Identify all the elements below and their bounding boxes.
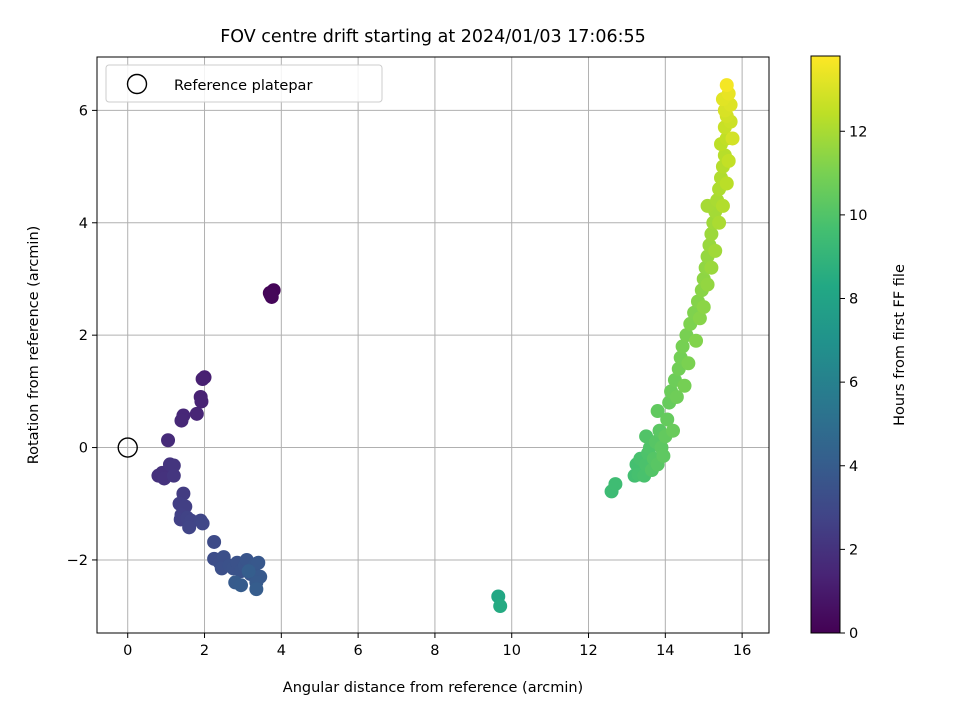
- scatter-point: [675, 339, 690, 354]
- scatter-point: [715, 198, 730, 213]
- scatter-point: [194, 394, 209, 409]
- scatter-point: [725, 131, 740, 146]
- colorbar-tick-label: 10: [849, 208, 867, 224]
- scatter-point: [166, 468, 181, 483]
- x-tick-label: 2: [200, 643, 209, 659]
- scatter-point: [608, 477, 623, 492]
- scatter-point: [696, 300, 711, 315]
- scatter-point: [493, 599, 508, 614]
- y-tick-label: 4: [79, 216, 88, 232]
- scatter-point: [174, 413, 189, 428]
- colorbar-ticks: 0 2 4 6 8 10 12: [840, 124, 867, 642]
- scatter-point: [251, 555, 266, 570]
- legend-box: [105, 64, 383, 103]
- scatter-point: [666, 423, 680, 438]
- colorbar-label: Hours from first FF file: [892, 264, 908, 426]
- scatter-point: [650, 404, 665, 419]
- x-tick-label: 10: [502, 643, 520, 659]
- scatter-point: [249, 582, 264, 597]
- scatter-point: [195, 516, 210, 531]
- y-tick-label: 0: [79, 441, 88, 457]
- scatter-point: [207, 534, 222, 549]
- scatter-point: [656, 448, 671, 463]
- legend-open-circle-icon: [126, 73, 148, 95]
- scatter-point: [166, 458, 181, 473]
- scatter-point: [241, 564, 256, 579]
- colorbar: [810, 55, 841, 634]
- colorbar-tick-label: 0: [849, 626, 858, 642]
- colorbar-tick-label: 12: [849, 124, 867, 140]
- scatter-point: [660, 412, 675, 427]
- legend: Reference platepar: [105, 64, 383, 103]
- chart-title: FOV centre drift starting at 2024/01/03 …: [220, 27, 646, 47]
- x-tick-label: 14: [656, 643, 674, 659]
- x-tick-label: 4: [277, 643, 286, 659]
- scatter-point: [234, 578, 248, 593]
- y-tick-label: −2: [67, 553, 88, 569]
- x-axis-label: Angular distance from reference (arcmin): [283, 680, 583, 696]
- y-tick-label: 6: [79, 103, 88, 119]
- colorbar-tick-label: 6: [849, 375, 858, 391]
- scatter-point: [669, 389, 684, 404]
- scatter-point: [721, 153, 736, 168]
- x-tick-label: 16: [733, 643, 751, 659]
- colorbar-tick-label: 8: [849, 292, 858, 308]
- scatter-point: [263, 287, 278, 302]
- scatter-point: [689, 333, 704, 348]
- scatter-point: [708, 243, 723, 258]
- legend-label-reference-platepar: Reference platepar: [174, 78, 312, 94]
- scatter-point: [195, 371, 210, 386]
- y-axis-label: Rotation from reference (arcmin): [26, 226, 42, 465]
- reference-platepar-marker: [117, 437, 138, 458]
- scatter-point: [704, 227, 719, 242]
- y-tick-label: 2: [79, 328, 88, 344]
- scatter-point: [712, 215, 727, 230]
- scatter-point: [681, 356, 696, 371]
- y-axis-ticks: −2 0 2 4 6: [67, 103, 97, 569]
- scatter-point: [677, 378, 692, 393]
- colorbar-tick-label: 4: [849, 459, 858, 475]
- scatter-point: [700, 277, 715, 292]
- x-tick-label: 0: [123, 643, 132, 659]
- plot-frame: [96, 56, 770, 634]
- colorbar-tick-label: 2: [849, 542, 858, 558]
- scatter-point: [719, 176, 734, 191]
- data-points: [151, 78, 740, 614]
- scatter-point: [189, 406, 204, 421]
- scatter-point: [719, 78, 734, 93]
- x-axis-ticks: 0 2 4 6 8 10 12 14 16: [123, 633, 751, 659]
- x-tick-label: 8: [430, 643, 439, 659]
- scatter-point: [182, 520, 197, 535]
- scatter-point: [692, 311, 707, 326]
- x-tick-label: 6: [354, 643, 363, 659]
- x-tick-label: 12: [579, 643, 597, 659]
- scatter-point: [161, 433, 176, 448]
- scatter-point: [704, 260, 719, 275]
